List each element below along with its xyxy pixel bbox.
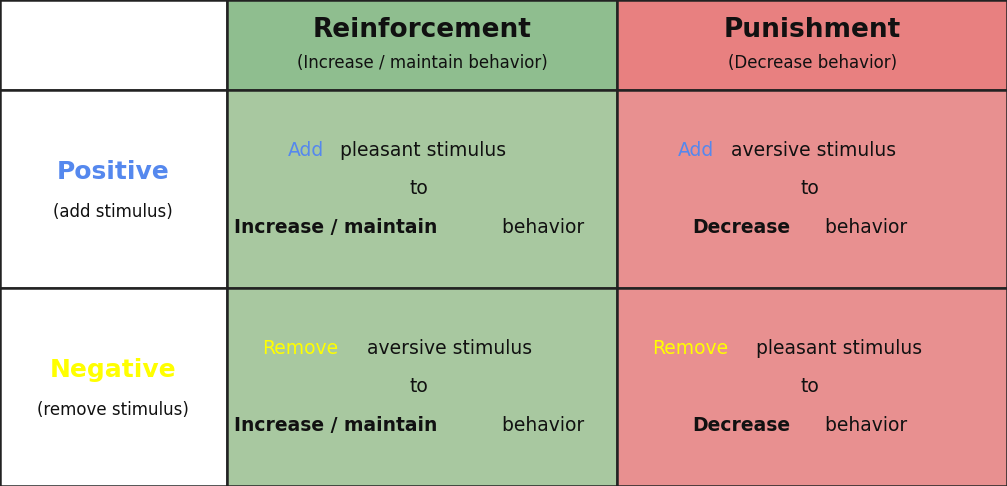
Bar: [0, 288, 227, 486]
Text: (add stimulus): (add stimulus): [53, 203, 173, 221]
Bar: [227, 90, 617, 288]
Bar: [0, 90, 227, 288]
Text: behavior: behavior: [819, 218, 906, 237]
Text: (Decrease behavior): (Decrease behavior): [728, 54, 896, 72]
Text: Decrease: Decrease: [692, 416, 790, 434]
Text: Positive: Positive: [57, 160, 169, 184]
Text: to: to: [800, 378, 819, 397]
Text: pleasant stimulus: pleasant stimulus: [334, 141, 507, 160]
Bar: [617, 0, 1007, 90]
Text: Reinforcement: Reinforcement: [312, 17, 532, 43]
Text: (remove stimulus): (remove stimulus): [37, 401, 189, 419]
Text: behavior: behavior: [819, 416, 906, 434]
Text: to: to: [410, 179, 429, 198]
Text: to: to: [800, 179, 819, 198]
Bar: [617, 90, 1007, 288]
Text: to: to: [410, 378, 429, 397]
Text: aversive stimulus: aversive stimulus: [361, 339, 532, 358]
Bar: [227, 0, 617, 90]
Text: Negative: Negative: [50, 358, 176, 382]
Text: Increase / maintain: Increase / maintain: [234, 416, 437, 434]
Text: Remove: Remove: [263, 339, 338, 358]
Text: Add: Add: [287, 141, 323, 160]
Bar: [0, 0, 227, 90]
Text: behavior: behavior: [496, 416, 584, 434]
Text: Punishment: Punishment: [723, 17, 901, 43]
Text: (Increase / maintain behavior): (Increase / maintain behavior): [296, 54, 548, 72]
Text: aversive stimulus: aversive stimulus: [725, 141, 896, 160]
Text: Decrease: Decrease: [692, 218, 790, 237]
Bar: [617, 288, 1007, 486]
Text: Add: Add: [679, 141, 715, 160]
Text: pleasant stimulus: pleasant stimulus: [750, 339, 922, 358]
Text: behavior: behavior: [496, 218, 584, 237]
Bar: [227, 288, 617, 486]
Text: Increase / maintain: Increase / maintain: [234, 218, 437, 237]
Text: Remove: Remove: [652, 339, 728, 358]
